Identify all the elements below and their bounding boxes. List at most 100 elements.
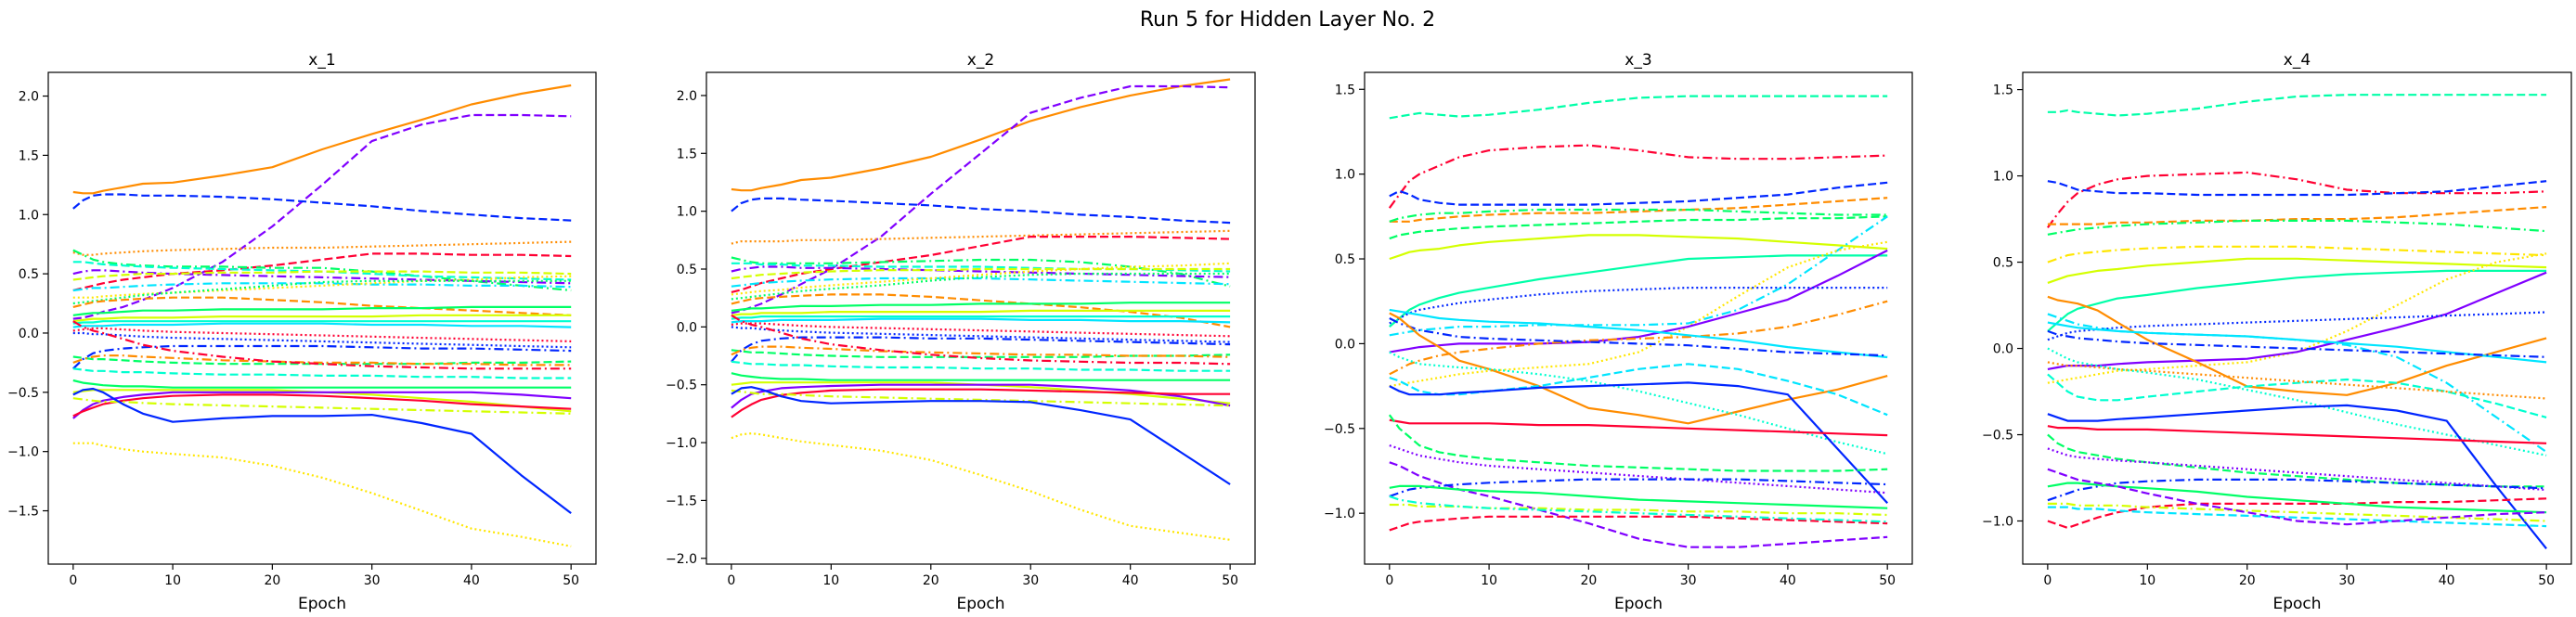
- series-line-18: [2047, 347, 2547, 456]
- y-tick-label: 1.5: [1335, 83, 1355, 97]
- series-line-21: [731, 349, 1231, 358]
- series-line-12: [731, 272, 1231, 301]
- series-line-18: [1389, 351, 1888, 456]
- subplots: x_1 0 10 20 30 40 50 −1.5 −1.0 −0.5 0.0 0.5 1.0 1.5 2.…: [7, 51, 2572, 613]
- y-tick-label: 2.0: [677, 89, 697, 104]
- x-tick-label: 10: [2139, 573, 2155, 588]
- x-tick-label: 30: [364, 573, 381, 588]
- x-tick-label: 20: [2239, 573, 2256, 588]
- y-tick-label: 0.5: [19, 267, 39, 282]
- series-line-7: [1389, 215, 1888, 240]
- x-tick-label: 20: [264, 573, 280, 588]
- axes-frame: [47, 71, 597, 565]
- x-tick-label: 50: [1222, 573, 1238, 588]
- series-line-25: [731, 372, 1231, 381]
- series-line-5: [1389, 208, 1888, 223]
- axes-frame: [2022, 71, 2572, 565]
- y-tick-label: 1.0: [1335, 168, 1355, 183]
- x-tick-label: 10: [164, 573, 181, 588]
- series-line-1: [731, 78, 1231, 192]
- series-line-25: [1389, 484, 1888, 509]
- series-line-17: [731, 317, 1231, 324]
- series-line-17: [72, 322, 572, 328]
- series-line-28: [731, 388, 1231, 418]
- series-line-28: [2047, 468, 2547, 526]
- series-line-7: [731, 262, 1231, 273]
- x-tick-label: 0: [2043, 573, 2052, 588]
- subplot-1: x_1 0 10 20 30 40 50 −1.5 −1.0 −0.5 0.0 0.5 1.0 1.5 2.…: [7, 51, 597, 613]
- series-line-31: [731, 432, 1231, 541]
- y-tick-label: 1.5: [19, 148, 39, 163]
- series-line-8: [1389, 254, 1888, 328]
- series-line-23: [2047, 497, 2547, 530]
- series-line-29: [72, 397, 572, 415]
- subplot-title: x_4: [2284, 51, 2311, 70]
- series-line-16: [2047, 373, 2547, 418]
- y-tick-label: 1.0: [677, 205, 697, 220]
- x-axis-label: Epoch: [956, 595, 1004, 613]
- x-tick-label: 50: [1879, 573, 1896, 588]
- x-tick-label: 30: [1680, 573, 1697, 588]
- series-line-2: [72, 113, 572, 320]
- series-line-9: [72, 270, 572, 281]
- series-line-13: [2047, 295, 2547, 396]
- series-line-2: [731, 84, 1231, 315]
- series-line-6: [2047, 257, 2547, 284]
- y-tick-label: 0.0: [1335, 337, 1355, 352]
- y-tick-label: 1.5: [677, 147, 697, 161]
- subplot-2: x_2 0 10 20 30 40 50 −2.0 −1.5 −1.0 −0.5 0.0 0.5 1.0 1…: [666, 51, 1256, 613]
- series-line-25: [2047, 482, 2547, 514]
- series-line-31: [72, 442, 572, 547]
- figure-suptitle: Run 5 for Hidden Layer No. 2: [1140, 8, 1435, 32]
- subplot-title: x_3: [1625, 51, 1651, 70]
- series-line-28: [72, 393, 572, 418]
- series-line-21: [1388, 414, 1888, 472]
- series-line-15: [72, 314, 572, 323]
- series-line-25: [72, 379, 572, 389]
- x-tick-label: 40: [1122, 573, 1139, 588]
- series-line-26: [1389, 503, 1888, 517]
- series-line-4: [731, 229, 1231, 245]
- series-line-16: [731, 315, 1231, 320]
- series-line-24: [731, 360, 1231, 372]
- series-line-1: [2047, 94, 2547, 117]
- y-tick-label: 0.0: [1993, 342, 2013, 357]
- series-line-12: [2047, 311, 2547, 341]
- series-line-28: [1389, 495, 1888, 523]
- series-line-22: [731, 345, 1231, 358]
- series-line-30: [731, 386, 1231, 485]
- y-tick-label: −2.0: [666, 552, 697, 567]
- series-line-27: [1389, 515, 1888, 532]
- series-line-12: [1389, 287, 1888, 325]
- series-line-3: [72, 193, 572, 222]
- series-line-21: [72, 355, 572, 366]
- series-line-19: [2047, 404, 2547, 549]
- series-line-8: [731, 265, 1231, 278]
- series-line-24: [2047, 478, 2547, 502]
- series-group: [72, 84, 572, 547]
- series-line-30: [72, 387, 572, 514]
- series-line-1: [72, 84, 572, 195]
- series-line-27: [72, 391, 572, 419]
- x-axis-label: Epoch: [1614, 595, 1663, 613]
- series-line-10: [1389, 240, 1888, 388]
- subplot-title: x_1: [308, 51, 335, 70]
- series-line-26: [2047, 502, 2547, 522]
- series-line-17: [2047, 361, 2547, 400]
- series-line-20: [72, 344, 572, 370]
- series-line-11: [731, 262, 1231, 296]
- y-tick-label: −0.5: [7, 386, 39, 401]
- series-line-12: [72, 279, 572, 305]
- y-tick-label: 0.5: [1993, 256, 2013, 271]
- y-tick-label: 1.0: [19, 208, 39, 223]
- x-tick-label: 50: [2538, 573, 2555, 588]
- series-line-4: [2047, 206, 2547, 225]
- y-tick-label: −1.0: [1324, 507, 1355, 521]
- series-line-14: [1389, 308, 1888, 359]
- y-tick-label: −0.5: [1982, 429, 2013, 443]
- series-line-19: [1389, 381, 1889, 504]
- series-line-22: [1389, 444, 1888, 495]
- series-line-13: [1389, 300, 1888, 376]
- x-tick-label: 30: [2338, 573, 2355, 588]
